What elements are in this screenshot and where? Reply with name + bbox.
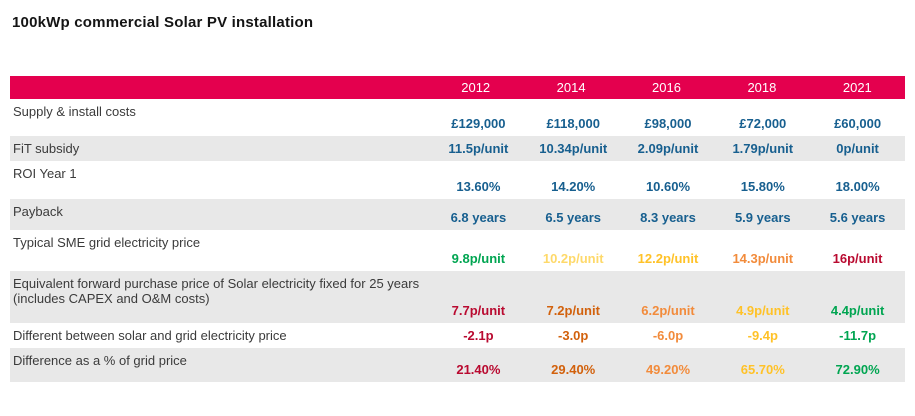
value-cell: 14.20% <box>551 179 596 194</box>
column-header-2012: 2012 <box>461 80 491 95</box>
table-body: Supply & install costs £129,000 £118,000 £9… <box>10 99 905 382</box>
value-cell: £72,000 <box>739 116 787 131</box>
value-cell: 9.8p/unit <box>451 251 506 266</box>
table-row: Supply & install costs £129,000 £118,000 £9… <box>10 99 905 136</box>
table-row: Different between solar and grid electri… <box>10 323 905 348</box>
table-row: Typical SME grid electricity price 9.8p/u… <box>10 230 905 271</box>
page-title: 100kWp commercial Solar PV installation <box>12 14 314 31</box>
value-cell: £98,000 <box>644 116 692 131</box>
value-cell: 12.2p/unit <box>637 251 699 266</box>
column-header-2016: 2016 <box>652 80 681 95</box>
row-label: Supply & install costs <box>13 104 136 119</box>
value-cell: -3.0p <box>558 328 589 343</box>
value-cell: 21.40% <box>456 362 501 377</box>
table-row: Equivalent forward purchase price of Sol… <box>10 271 905 323</box>
value-cell: 7.7p/unit <box>451 303 506 318</box>
value-cell: 11.5p/unit <box>448 141 509 156</box>
solar-pv-table: 2012 2014 2016 2018 2021 Supply & install co… <box>10 76 905 382</box>
value-cell: -9.4p <box>747 328 778 343</box>
value-cell: 72.90% <box>835 362 880 377</box>
value-cell: 10.60% <box>645 179 691 194</box>
value-cell: 29.40% <box>551 362 596 377</box>
row-label: Difference as a % of grid price <box>13 353 187 368</box>
value-cell: 7.2p/unit <box>546 303 600 318</box>
value-cell: 18.00% <box>835 179 880 194</box>
table-row: ROI Year 1 13.60% 14.20% 10.60% 15.80% 18.00% <box>10 161 905 199</box>
value-cell: £129,000 <box>451 116 506 131</box>
value-cell: 4.9p/unit <box>736 303 790 318</box>
row-label: Different between solar and grid electri… <box>13 328 287 343</box>
value-cell: 2.09p/unit <box>637 141 699 156</box>
value-cell: 16p/unit <box>832 251 883 266</box>
value-cell: 10.2p/unit <box>542 251 604 266</box>
value-cell: 15.80% <box>740 179 785 194</box>
value-cell: 8.3 years <box>640 210 696 225</box>
column-header-2014: 2014 <box>556 80 586 95</box>
value-cell: -2.1p <box>463 328 494 343</box>
row-label: ROI Year 1 <box>13 166 77 181</box>
value-cell: 10.34p/unit <box>539 141 608 156</box>
value-cell: 13.60% <box>456 179 501 194</box>
value-cell: 6.8 years <box>450 210 507 225</box>
table-row: Payback 6.8 years 6.5 years 8.3 years 5.9 ye… <box>10 199 905 230</box>
value-cell: 1.79p/unit <box>732 141 794 156</box>
value-cell: 14.3p/unit <box>732 251 794 266</box>
column-header-2021: 2021 <box>842 80 872 95</box>
value-cell: -11.7p <box>839 328 877 343</box>
value-cell: -6.0p <box>652 328 684 343</box>
column-header-2018: 2018 <box>747 80 777 95</box>
value-cell: £60,000 <box>834 116 882 131</box>
row-label: FiT subsidy <box>13 141 80 156</box>
row-label: Payback <box>13 204 63 219</box>
row-label: Equivalent forward purchase price of Sol… <box>13 276 420 307</box>
value-cell: 6.2p/unit <box>641 303 695 318</box>
value-cell: 5.9 years <box>734 210 791 225</box>
value-cell: 5.6 years <box>829 210 886 225</box>
table-row: FiT subsidy 11.5p/unit 10.34p/unit 2.09p/un… <box>10 136 905 161</box>
value-cell: 65.70% <box>740 362 785 377</box>
row-label: Typical SME grid electricity price <box>13 235 201 250</box>
table-header-row: 2012 2014 2016 2018 2021 <box>10 76 905 99</box>
value-cell: 4.4p/unit <box>830 303 885 318</box>
table-row: Difference as a % of grid price 21.40% 29.… <box>10 348 905 382</box>
value-cell: 6.5 years <box>545 210 602 225</box>
value-cell: £118,000 <box>546 116 600 131</box>
value-cell: 0p/unit <box>836 141 879 156</box>
value-cell: 49.20% <box>645 362 691 377</box>
